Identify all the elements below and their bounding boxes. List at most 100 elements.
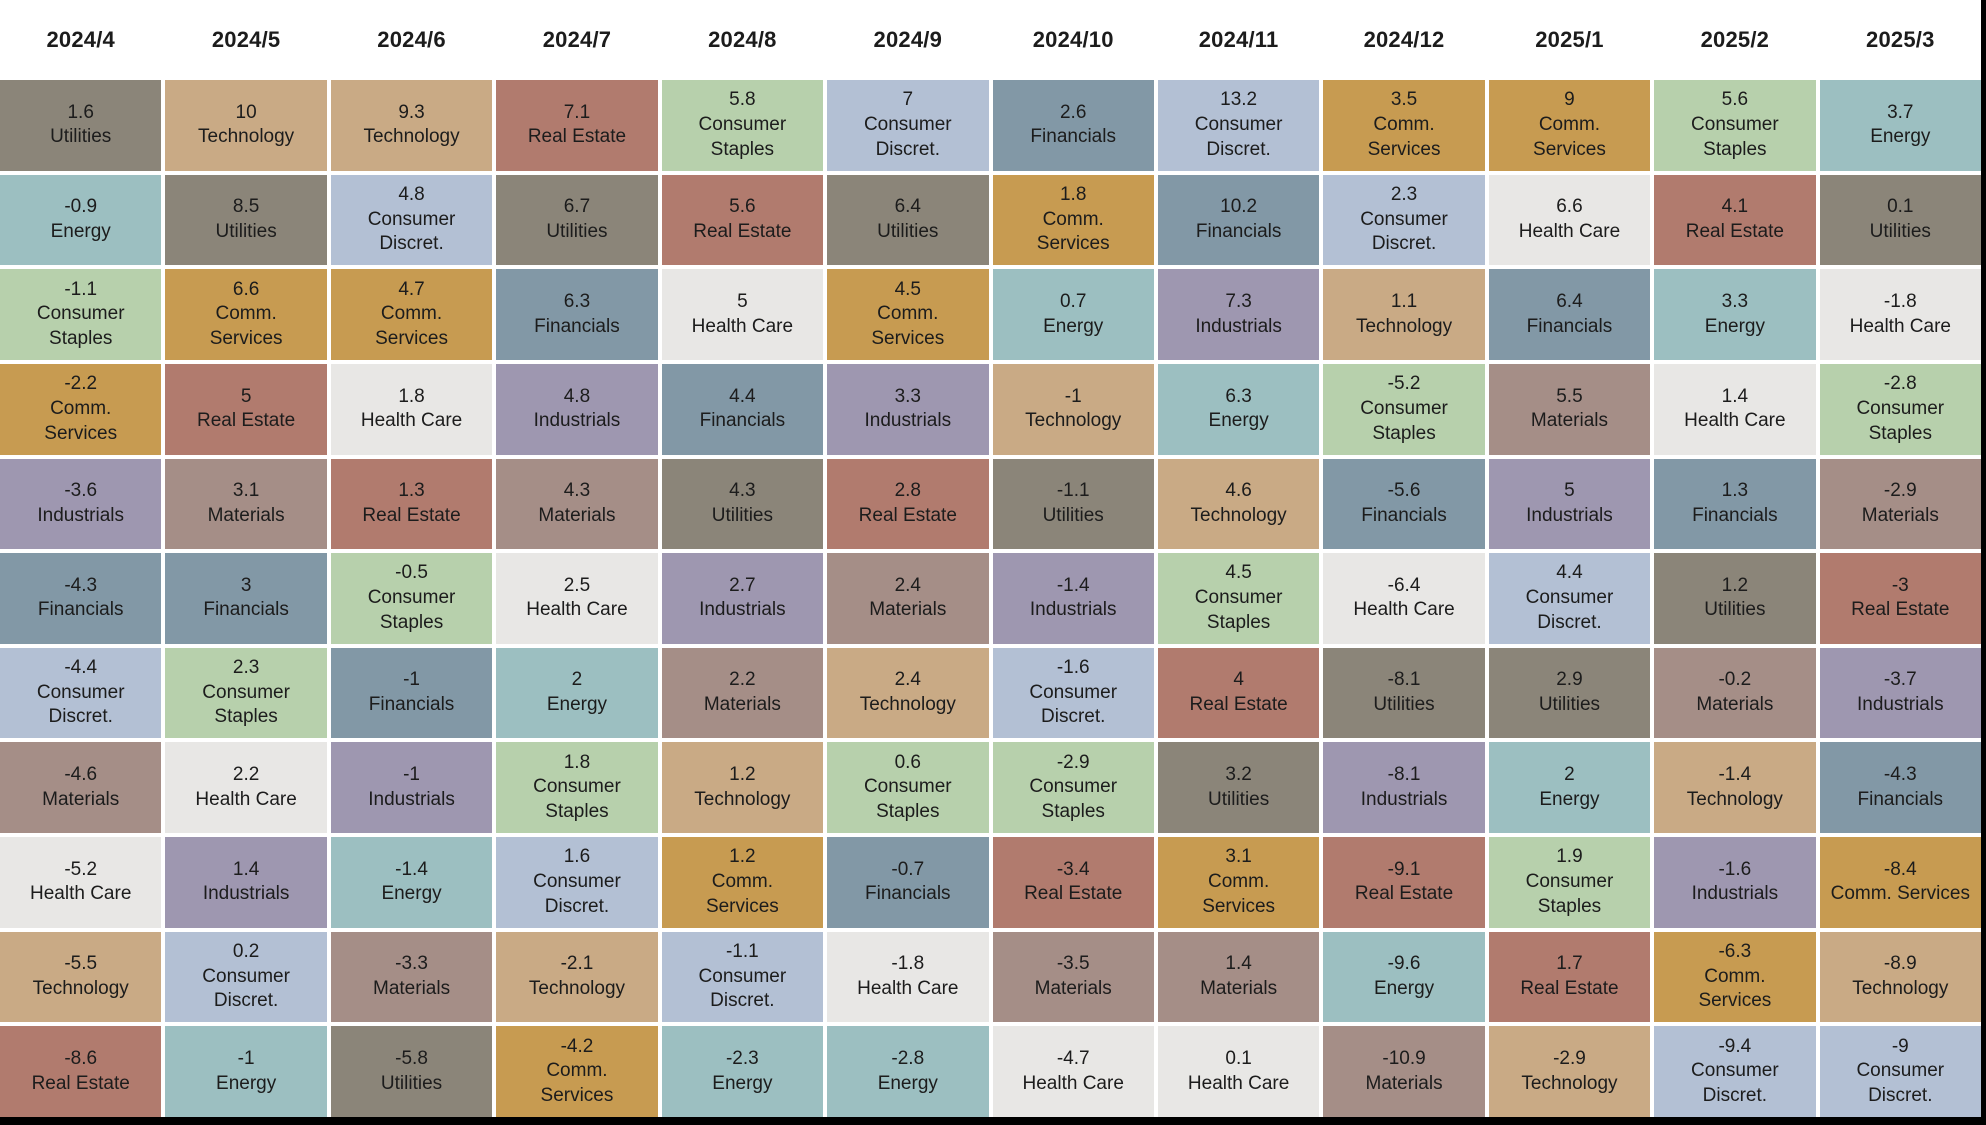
sector-label: Consumer Staples bbox=[533, 776, 621, 823]
return-value: 0.6 bbox=[894, 751, 921, 773]
return-cell: -1 Technology bbox=[992, 363, 1154, 455]
sector-label: Industrials bbox=[37, 504, 124, 526]
return-cell: -1.6 Consumer Discret. bbox=[992, 647, 1154, 739]
return-value: 1.9 bbox=[1556, 846, 1583, 868]
sector-label: Consumer Staples bbox=[1691, 113, 1779, 160]
column-header: 2024/8 bbox=[708, 27, 777, 52]
return-cell: -2.1 Technology bbox=[496, 931, 658, 1023]
return-value: -8.4 bbox=[1883, 858, 1917, 880]
return-cell: 2.2 Materials bbox=[661, 647, 824, 739]
return-value: -1.4 bbox=[1718, 764, 1752, 786]
sector-label: Energy bbox=[1208, 410, 1269, 432]
return-value: -0.5 bbox=[395, 562, 428, 584]
return-value: -2.1 bbox=[560, 953, 594, 975]
return-cell: 2 Energy bbox=[1488, 742, 1651, 834]
return-cell: 7.1 Real Estate bbox=[496, 80, 658, 171]
return-cell: -10.9 Materials bbox=[1323, 1026, 1485, 1117]
return-cell: -4.7 Health Care bbox=[992, 1026, 1154, 1117]
return-cell: -1.4 Energy bbox=[330, 837, 493, 928]
sector-label: Consumer Staples bbox=[1194, 587, 1283, 633]
return-cell: -8.1 Industrials bbox=[1323, 742, 1485, 834]
sector-label: Utilities bbox=[50, 126, 112, 148]
sector-label: Real Estate bbox=[197, 410, 296, 432]
return-value: 2.5 bbox=[563, 574, 591, 596]
return-value: 8.5 bbox=[232, 196, 260, 218]
sector-label: Consumer Discret. bbox=[367, 208, 456, 255]
return-value: 2.4 bbox=[894, 669, 921, 691]
return-cell: 4.8 Consumer Discret. bbox=[330, 174, 493, 266]
sector-label: Consumer Discret. bbox=[1029, 681, 1118, 728]
return-cell: 6.7 Utilities bbox=[496, 174, 658, 266]
sector-label: Technology bbox=[32, 978, 129, 1000]
return-cell: -1.1 Consumer Discret. bbox=[661, 931, 824, 1023]
return-value: 5 bbox=[737, 290, 748, 312]
return-value: -1.6 bbox=[1056, 657, 1090, 679]
return-cell: 1.4 Industrials bbox=[165, 837, 327, 928]
return-value: 5.6 bbox=[729, 196, 756, 218]
sector-label: Real Estate bbox=[1520, 978, 1619, 1000]
return-cell: -4.3 Financials bbox=[1819, 742, 1981, 834]
return-value: 6.7 bbox=[563, 196, 591, 218]
sector-label: Utilities bbox=[1538, 694, 1601, 716]
sector-label: Comm. Services bbox=[1367, 113, 1441, 160]
return-value: -3 bbox=[1891, 574, 1909, 596]
return-cell: -4.4 Consumer Discret. bbox=[0, 647, 162, 739]
sector-label: Health Care bbox=[691, 315, 794, 337]
sector-label: Comm. Services bbox=[1036, 208, 1110, 255]
return-value: 2 bbox=[1564, 764, 1575, 786]
return-cell: 2.6 Financials bbox=[992, 80, 1154, 171]
return-cell: 0.1 Utilities bbox=[1819, 174, 1981, 266]
return-cell: -0.2 Materials bbox=[1654, 647, 1816, 739]
return-value: -2.2 bbox=[64, 373, 98, 395]
return-value: -10.9 bbox=[1382, 1047, 1426, 1069]
sector-label: Materials bbox=[703, 694, 781, 716]
return-value: 2.9 bbox=[1556, 669, 1583, 691]
sector-label: Health Care bbox=[526, 599, 628, 621]
return-cell: 0.2 Consumer Discret. bbox=[165, 931, 327, 1023]
return-value: -8.9 bbox=[1883, 953, 1917, 975]
return-value: 3.1 bbox=[232, 480, 260, 502]
return-value: 6.6 bbox=[232, 278, 260, 300]
return-value: 0.1 bbox=[1887, 196, 1914, 218]
return-value: -6.4 bbox=[1387, 574, 1421, 596]
sector-label: Health Care bbox=[195, 788, 297, 810]
return-cell: 2.2 Health Care bbox=[165, 742, 327, 834]
sector-label: Financials bbox=[1030, 126, 1116, 148]
sector-label: Energy bbox=[381, 883, 442, 905]
sector-label: Comm. Services bbox=[1533, 113, 1606, 160]
return-cell: 5 Real Estate bbox=[165, 363, 327, 455]
return-value: 6.3 bbox=[1225, 385, 1252, 407]
return-cell: -9.4 Consumer Discret. bbox=[1654, 1026, 1816, 1117]
sector-label: Financials bbox=[699, 410, 786, 432]
sector-label: Real Estate bbox=[362, 504, 461, 526]
return-cell: 1.2 Comm. Services bbox=[661, 837, 824, 928]
return-value: 2.3 bbox=[232, 657, 260, 679]
sector-label: Industrials bbox=[1691, 883, 1779, 905]
return-value: 1.6 bbox=[563, 846, 591, 868]
return-cell: 6.4 Financials bbox=[1488, 269, 1651, 360]
sector-label: Consumer Discret. bbox=[1525, 587, 1614, 633]
sector-label: Industrials bbox=[533, 410, 621, 432]
return-cell: -1.8 Health Care bbox=[1819, 269, 1981, 360]
return-cell: -1 Energy bbox=[165, 1026, 327, 1117]
return-value: -2.9 bbox=[1883, 480, 1917, 502]
sector-label: Consumer Discret. bbox=[36, 681, 125, 728]
header-row: 2024/4 2024/5 2024/6 2024/7 2024/8 2024/9 2024… bbox=[0, 0, 1981, 80]
column-header: 2024/5 bbox=[211, 27, 281, 52]
return-value: -8.6 bbox=[64, 1047, 98, 1069]
sector-label: Health Care bbox=[1353, 599, 1455, 621]
sector-label: Health Care bbox=[360, 410, 463, 432]
return-cell: 2.4 Materials bbox=[827, 553, 989, 644]
return-value: 4.4 bbox=[729, 385, 756, 407]
return-cell: 1.6 Utilities bbox=[0, 80, 162, 171]
return-value: 9 bbox=[1564, 89, 1575, 111]
sector-label: Real Estate bbox=[693, 220, 792, 242]
return-cell: 3.3 Energy bbox=[1654, 269, 1816, 360]
return-cell: 4.3 Materials bbox=[496, 458, 658, 550]
return-value: -0.2 bbox=[1718, 669, 1752, 691]
sector-label: Materials bbox=[1034, 978, 1112, 1000]
return-value: -5.8 bbox=[395, 1047, 428, 1069]
return-value: 0.1 bbox=[1225, 1047, 1252, 1069]
sector-label: Technology bbox=[1686, 788, 1783, 810]
